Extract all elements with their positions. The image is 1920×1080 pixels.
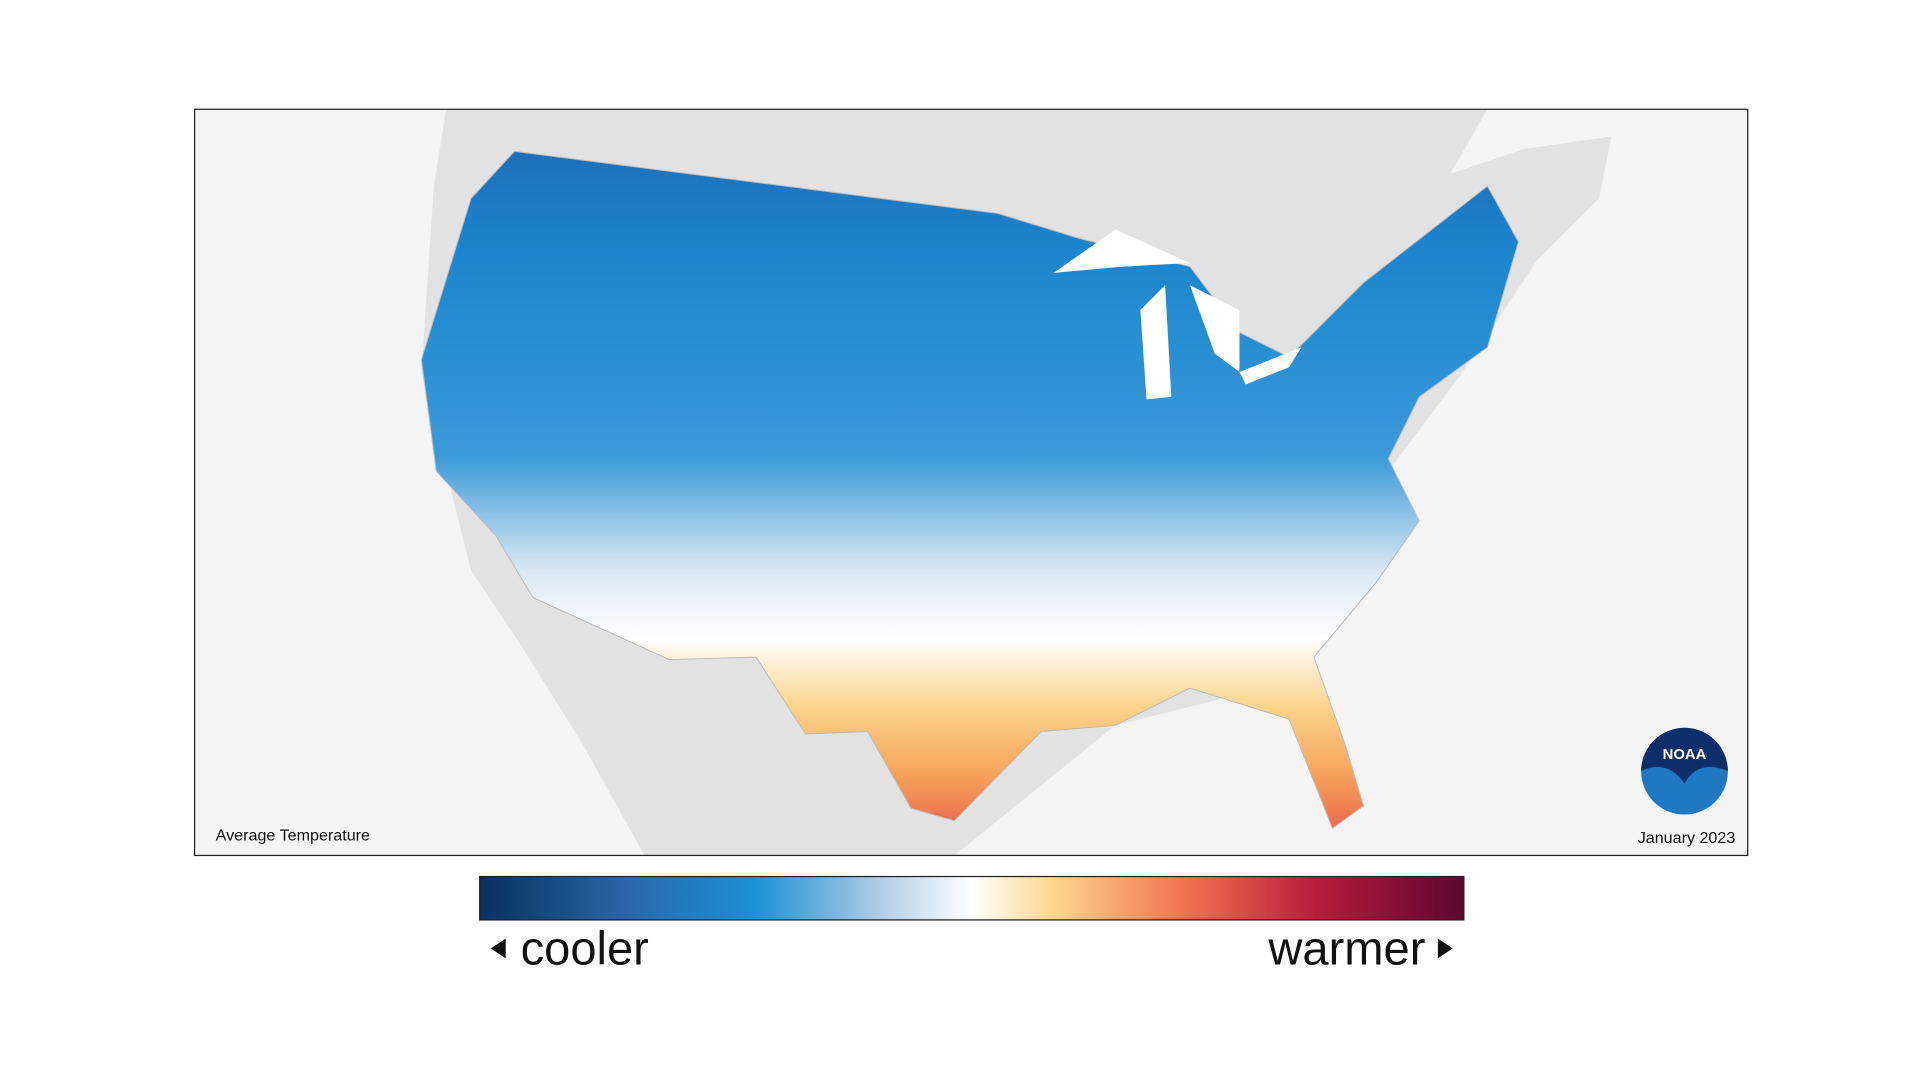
warmer-arrow — [1437, 938, 1453, 959]
cooler-arrow — [490, 938, 506, 959]
lake-superior — [1053, 229, 1190, 273]
lake-erie — [1239, 347, 1302, 385]
cooler-label: cooler — [521, 922, 649, 975]
us-temperature — [420, 150, 1519, 829]
map: NOAA Average Temperature January 2023 — [194, 109, 1748, 856]
map-frame — [193, 108, 1749, 857]
color-scale — [479, 875, 1465, 921]
map-title: Average Temperature — [216, 827, 370, 845]
lake-huron — [1189, 285, 1240, 373]
map-date: January 2023 — [1638, 829, 1736, 847]
noaa-logo: NOAA — [1641, 727, 1728, 815]
warmer-label: warmer — [1267, 922, 1425, 975]
logo-text: NOAA — [1663, 747, 1707, 763]
logo-top — [1641, 727, 1728, 784]
lake-michigan — [1140, 285, 1172, 400]
